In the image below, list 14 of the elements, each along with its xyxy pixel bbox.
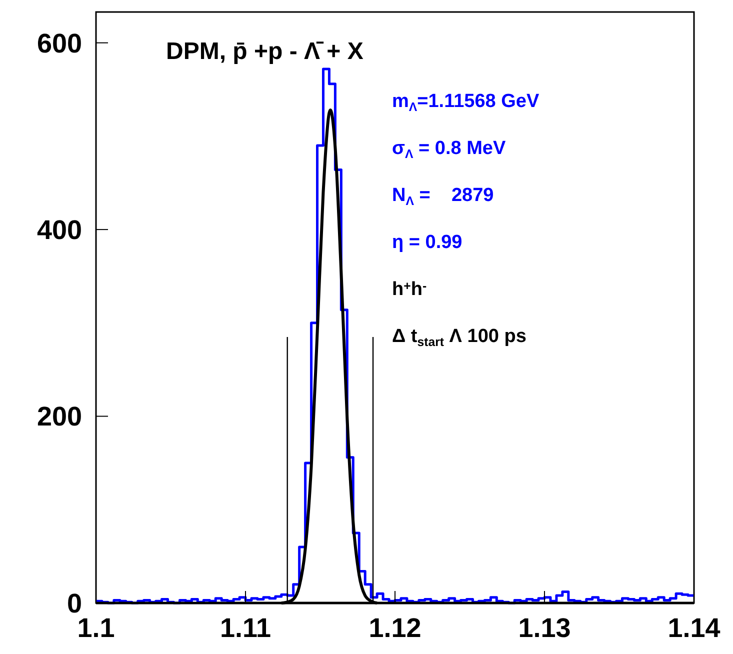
x-tick-label: 1.14 [668, 613, 720, 643]
annotation: η = 0.99 [392, 232, 462, 253]
x-tick-label: 1.12 [368, 613, 422, 643]
annotation: N$_{Λ}$ = 2879 [392, 185, 494, 208]
text: DPM, p̄ +p - Λ̄ + X [166, 38, 364, 65]
y-tick-label: 600 [36, 28, 82, 58]
x-tick-label: 1.11 [220, 613, 272, 643]
annotation: σ$_{Λ}$ = 0.8 MeV [392, 138, 506, 161]
y-tick-label: 400 [36, 214, 82, 245]
annotation: Δ t$_{start}$ Λ 100 ps [392, 326, 526, 349]
x-tick-label: 1.13 [518, 613, 571, 643]
annotation: m$_{Λ}$=1.11568 GeV [392, 91, 540, 114]
annotation: h$^{+}$h$^{-}$ [392, 279, 427, 300]
y-tick-label: 200 [36, 402, 82, 432]
